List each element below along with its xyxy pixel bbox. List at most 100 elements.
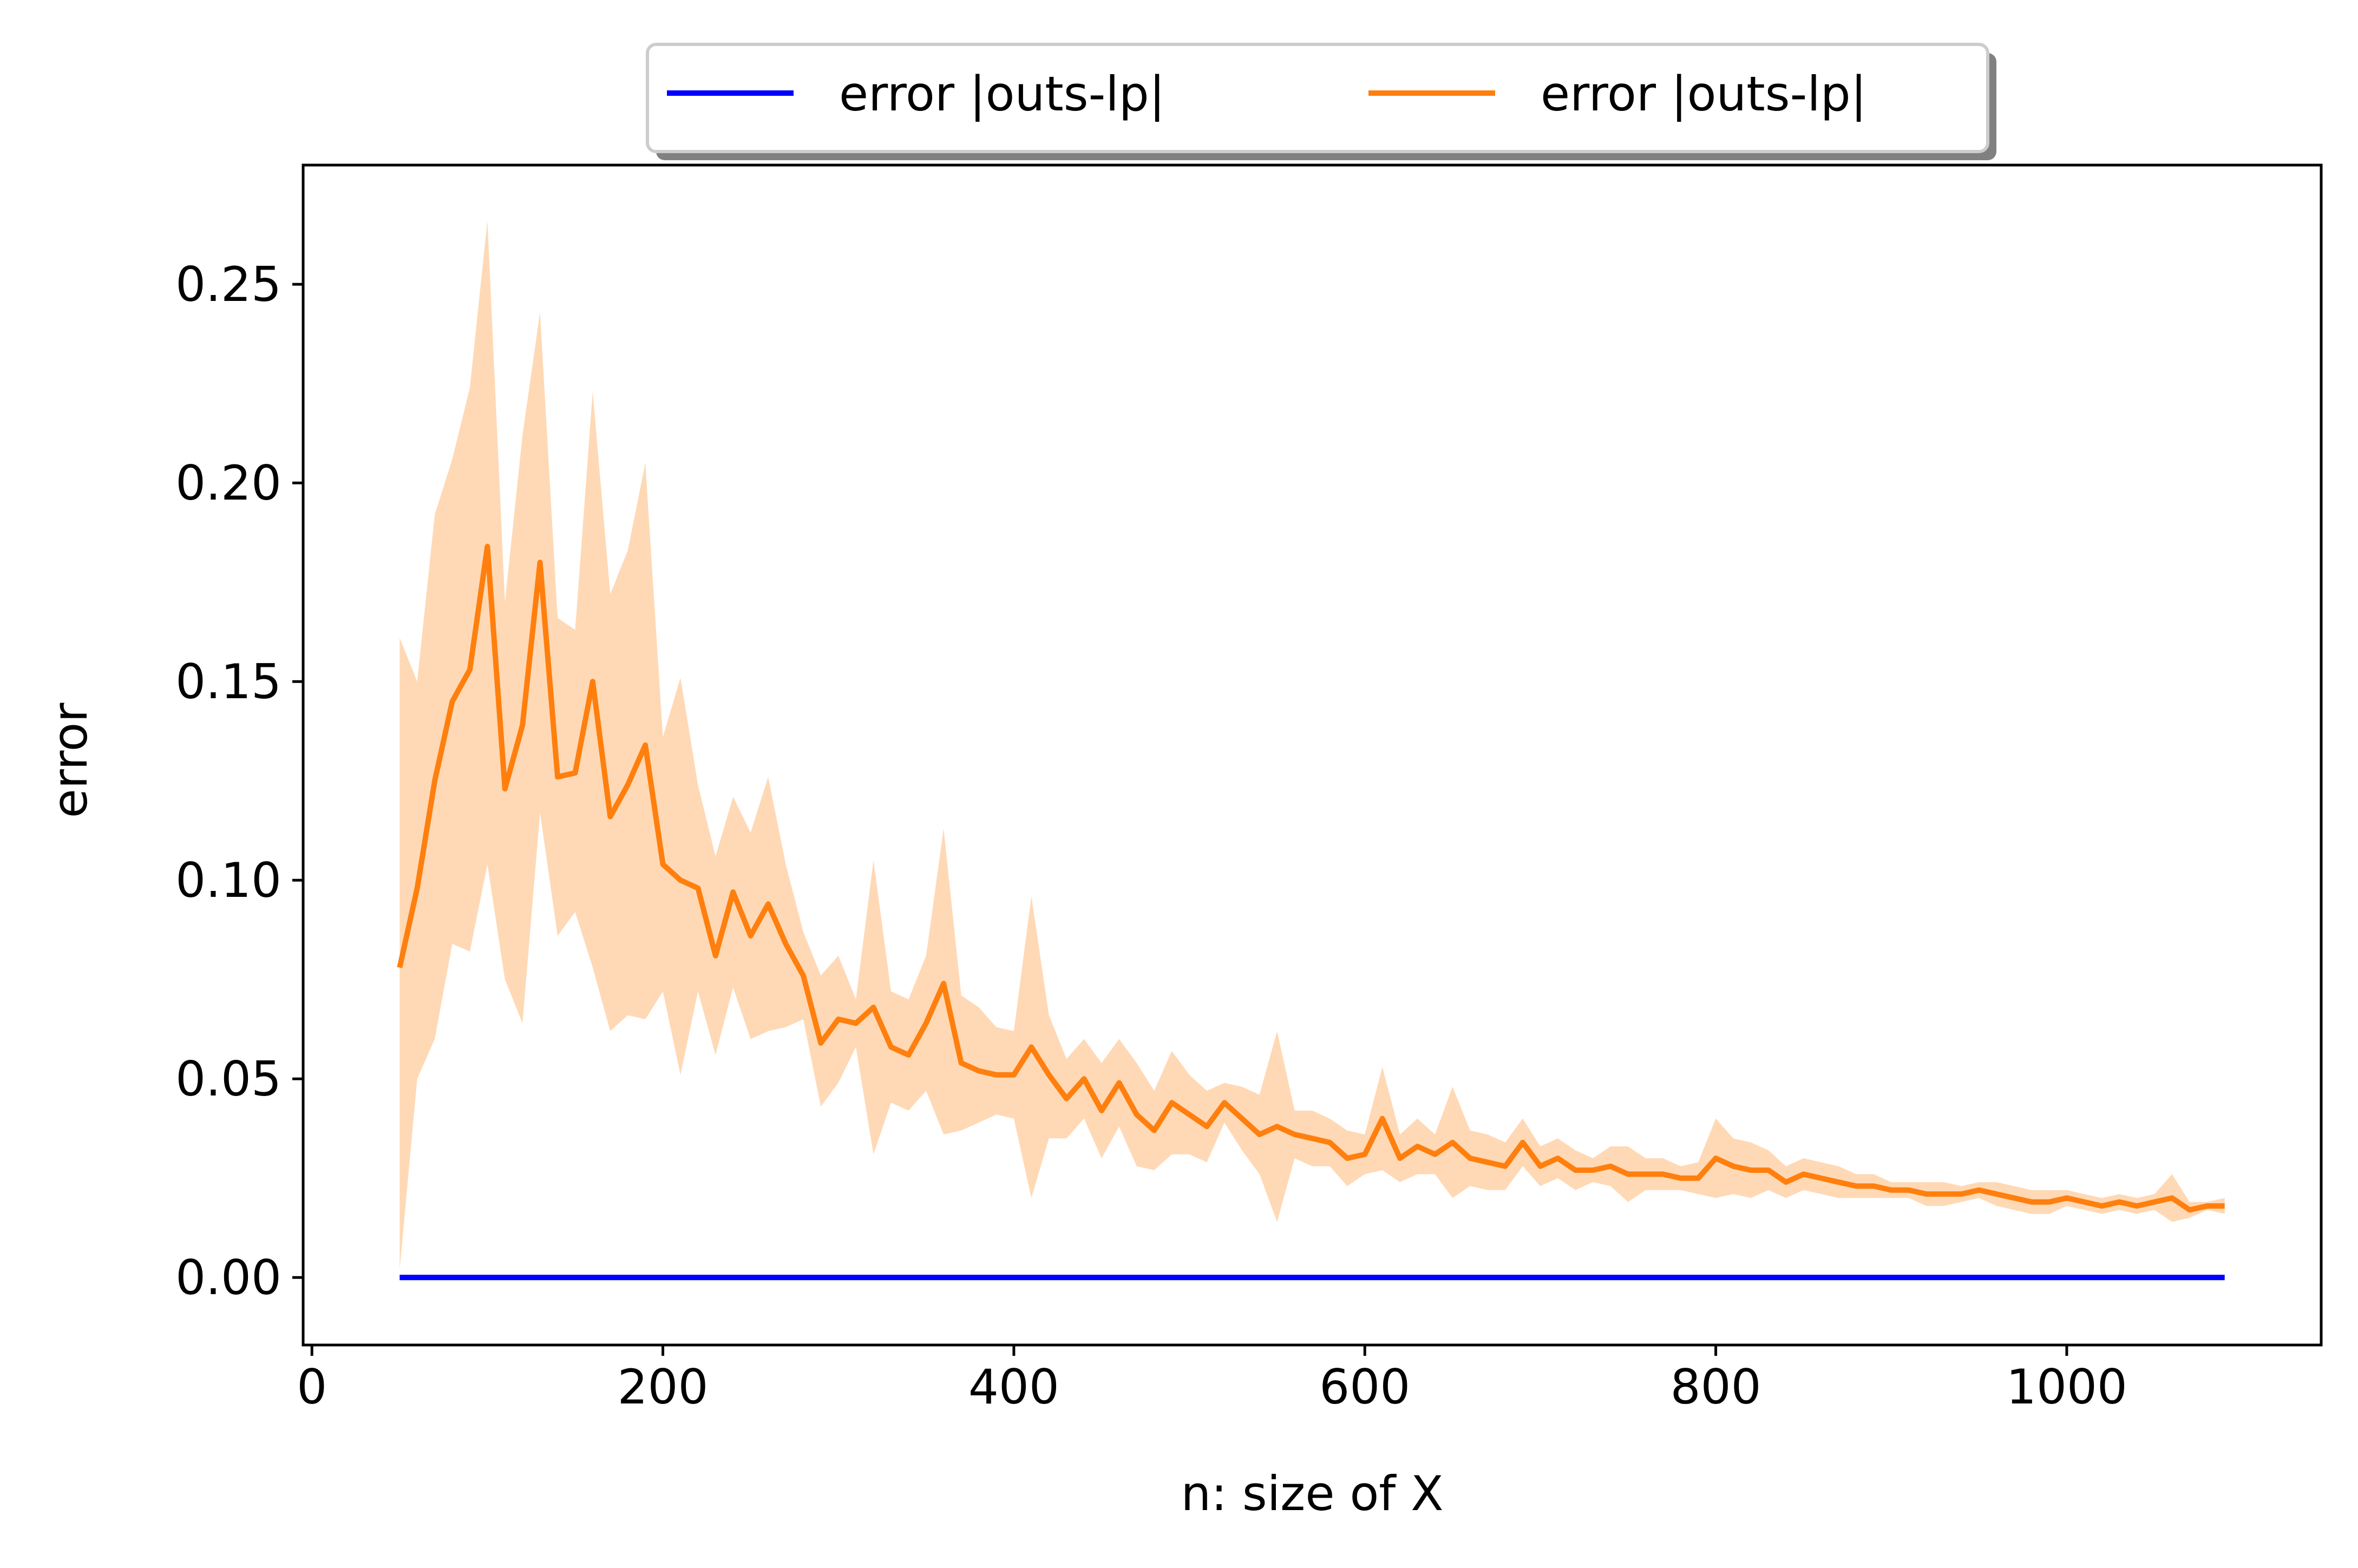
data-point-series-0: [1519, 1274, 1526, 1281]
data-point-series-0: [484, 1274, 490, 1281]
data-point-series-0: [1695, 1274, 1701, 1281]
data-point-series-1: [1169, 1099, 1175, 1106]
data-point-series-1: [1204, 1123, 1210, 1130]
data-point-series-0: [431, 1274, 438, 1281]
data-point-series-0: [695, 1274, 701, 1281]
data-point-series-0: [2186, 1274, 2193, 1281]
y-tick-label: 0.25: [175, 257, 281, 312]
data-point-series-1: [1028, 1044, 1034, 1051]
data-point-series-1: [1870, 1183, 1877, 1189]
y-tick-label: 0.15: [175, 654, 281, 710]
data-point-series-0: [817, 1274, 824, 1281]
data-point-series-1: [1063, 1095, 1070, 1102]
data-point-series-1: [1660, 1171, 1666, 1177]
data-point-series-1: [1958, 1191, 1964, 1197]
data-point-series-1: [1678, 1175, 1684, 1182]
data-point-series-0: [1555, 1274, 1561, 1281]
data-point-series-1: [2099, 1203, 2105, 1209]
data-point-series-1: [888, 1044, 894, 1051]
data-point-series-0: [975, 1274, 982, 1281]
data-point-series-0: [1818, 1274, 1824, 1281]
data-point-series-0: [800, 1274, 807, 1281]
x-axis: 0 200 400 600 800 1000: [297, 1345, 2127, 1415]
data-point-series-0: [748, 1274, 754, 1281]
data-point-series-0: [2204, 1274, 2210, 1281]
data-point-series-1: [1818, 1175, 1824, 1182]
data-point-series-0: [730, 1274, 736, 1281]
data-point-series-0: [853, 1274, 859, 1281]
data-point-series-1: [1292, 1131, 1298, 1138]
data-point-series-0: [1292, 1274, 1298, 1281]
data-point-series-1: [1046, 1072, 1052, 1078]
data-point-series-0: [1678, 1274, 1684, 1281]
data-point-series-1: [677, 877, 684, 883]
data-point-series-1: [554, 773, 561, 780]
axes-frame: [302, 163, 2323, 1347]
data-point-series-0: [642, 1274, 649, 1281]
data-point-series-1: [800, 972, 807, 979]
data-point-series-1: [537, 559, 543, 566]
y-tick-label: 0.20: [175, 455, 281, 511]
data-point-series-0: [396, 1274, 403, 1281]
data-point-series-0: [1256, 1274, 1263, 1281]
data-point-series-1: [835, 1016, 842, 1022]
data-point-series-1: [449, 698, 456, 705]
data-point-series-1: [1695, 1175, 1701, 1182]
data-point-series-1: [1555, 1155, 1561, 1162]
data-point-series-0: [1607, 1274, 1614, 1281]
data-point-series-0: [1923, 1274, 1930, 1281]
data-point-series-1: [1134, 1111, 1140, 1118]
data-point-series-0: [554, 1274, 561, 1281]
data-point-series-0: [2046, 1274, 2053, 1281]
data-point-series-1: [1502, 1163, 1509, 1170]
data-point-series-1: [396, 965, 403, 971]
data-point-series-0: [2134, 1274, 2140, 1281]
data-point-series-1: [1309, 1135, 1315, 1141]
data-point-series-0: [1958, 1274, 1964, 1281]
x-tick-label: 0: [297, 1359, 327, 1415]
data-point-series-1: [1941, 1191, 1947, 1197]
data-point-series-1: [502, 785, 508, 792]
data-point-series-0: [2169, 1274, 2176, 1281]
data-point-series-1: [1397, 1155, 1403, 1162]
data-point-series-0: [888, 1274, 894, 1281]
data-point-series-1: [2011, 1195, 2018, 1201]
data-point-series-1: [2222, 1203, 2228, 1209]
data-point-series-1: [1081, 1075, 1088, 1082]
data-point-series-1: [660, 861, 666, 868]
x-tick-label: 400: [968, 1359, 1059, 1415]
data-point-series-1: [1361, 1151, 1368, 1158]
data-point-series-0: [1046, 1274, 1052, 1281]
legend-label-orange: error |outs-lp|: [1541, 66, 1866, 122]
data-point-series-1: [1836, 1179, 1842, 1185]
data-point-series-1: [940, 980, 947, 987]
data-point-series-1: [1432, 1151, 1438, 1158]
data-point-series-0: [1063, 1274, 1070, 1281]
data-point-series-0: [1660, 1274, 1666, 1281]
data-point-series-1: [1116, 1080, 1122, 1086]
legend: error |outs-lp| error |outs-lp|: [646, 43, 1996, 160]
data-point-series-0: [572, 1274, 579, 1281]
series-line-orange: [397, 543, 2225, 1213]
data-point-series-0: [1326, 1274, 1333, 1281]
data-point-series-0: [1186, 1274, 1193, 1281]
data-point-series-1: [1326, 1139, 1333, 1146]
x-tick-label: 200: [618, 1359, 709, 1415]
data-point-series-1: [625, 782, 631, 788]
data-point-series-1: [467, 666, 473, 673]
y-axis-label: error: [42, 703, 98, 818]
data-point-series-0: [1502, 1274, 1509, 1281]
data-point-series-0: [1836, 1274, 1842, 1281]
data-point-series-1: [1888, 1187, 1895, 1193]
data-point-series-0: [1361, 1274, 1368, 1281]
data-point-series-0: [1028, 1274, 1034, 1281]
data-point-series-1: [1186, 1111, 1193, 1118]
data-point-series-0: [2081, 1274, 2087, 1281]
data-point-series-0: [1730, 1274, 1737, 1281]
data-point-series-0: [1800, 1274, 1807, 1281]
data-point-series-1: [484, 543, 490, 550]
data-point-series-1: [905, 1052, 912, 1058]
data-point-series-1: [748, 933, 754, 939]
data-point-series-1: [1572, 1167, 1578, 1173]
